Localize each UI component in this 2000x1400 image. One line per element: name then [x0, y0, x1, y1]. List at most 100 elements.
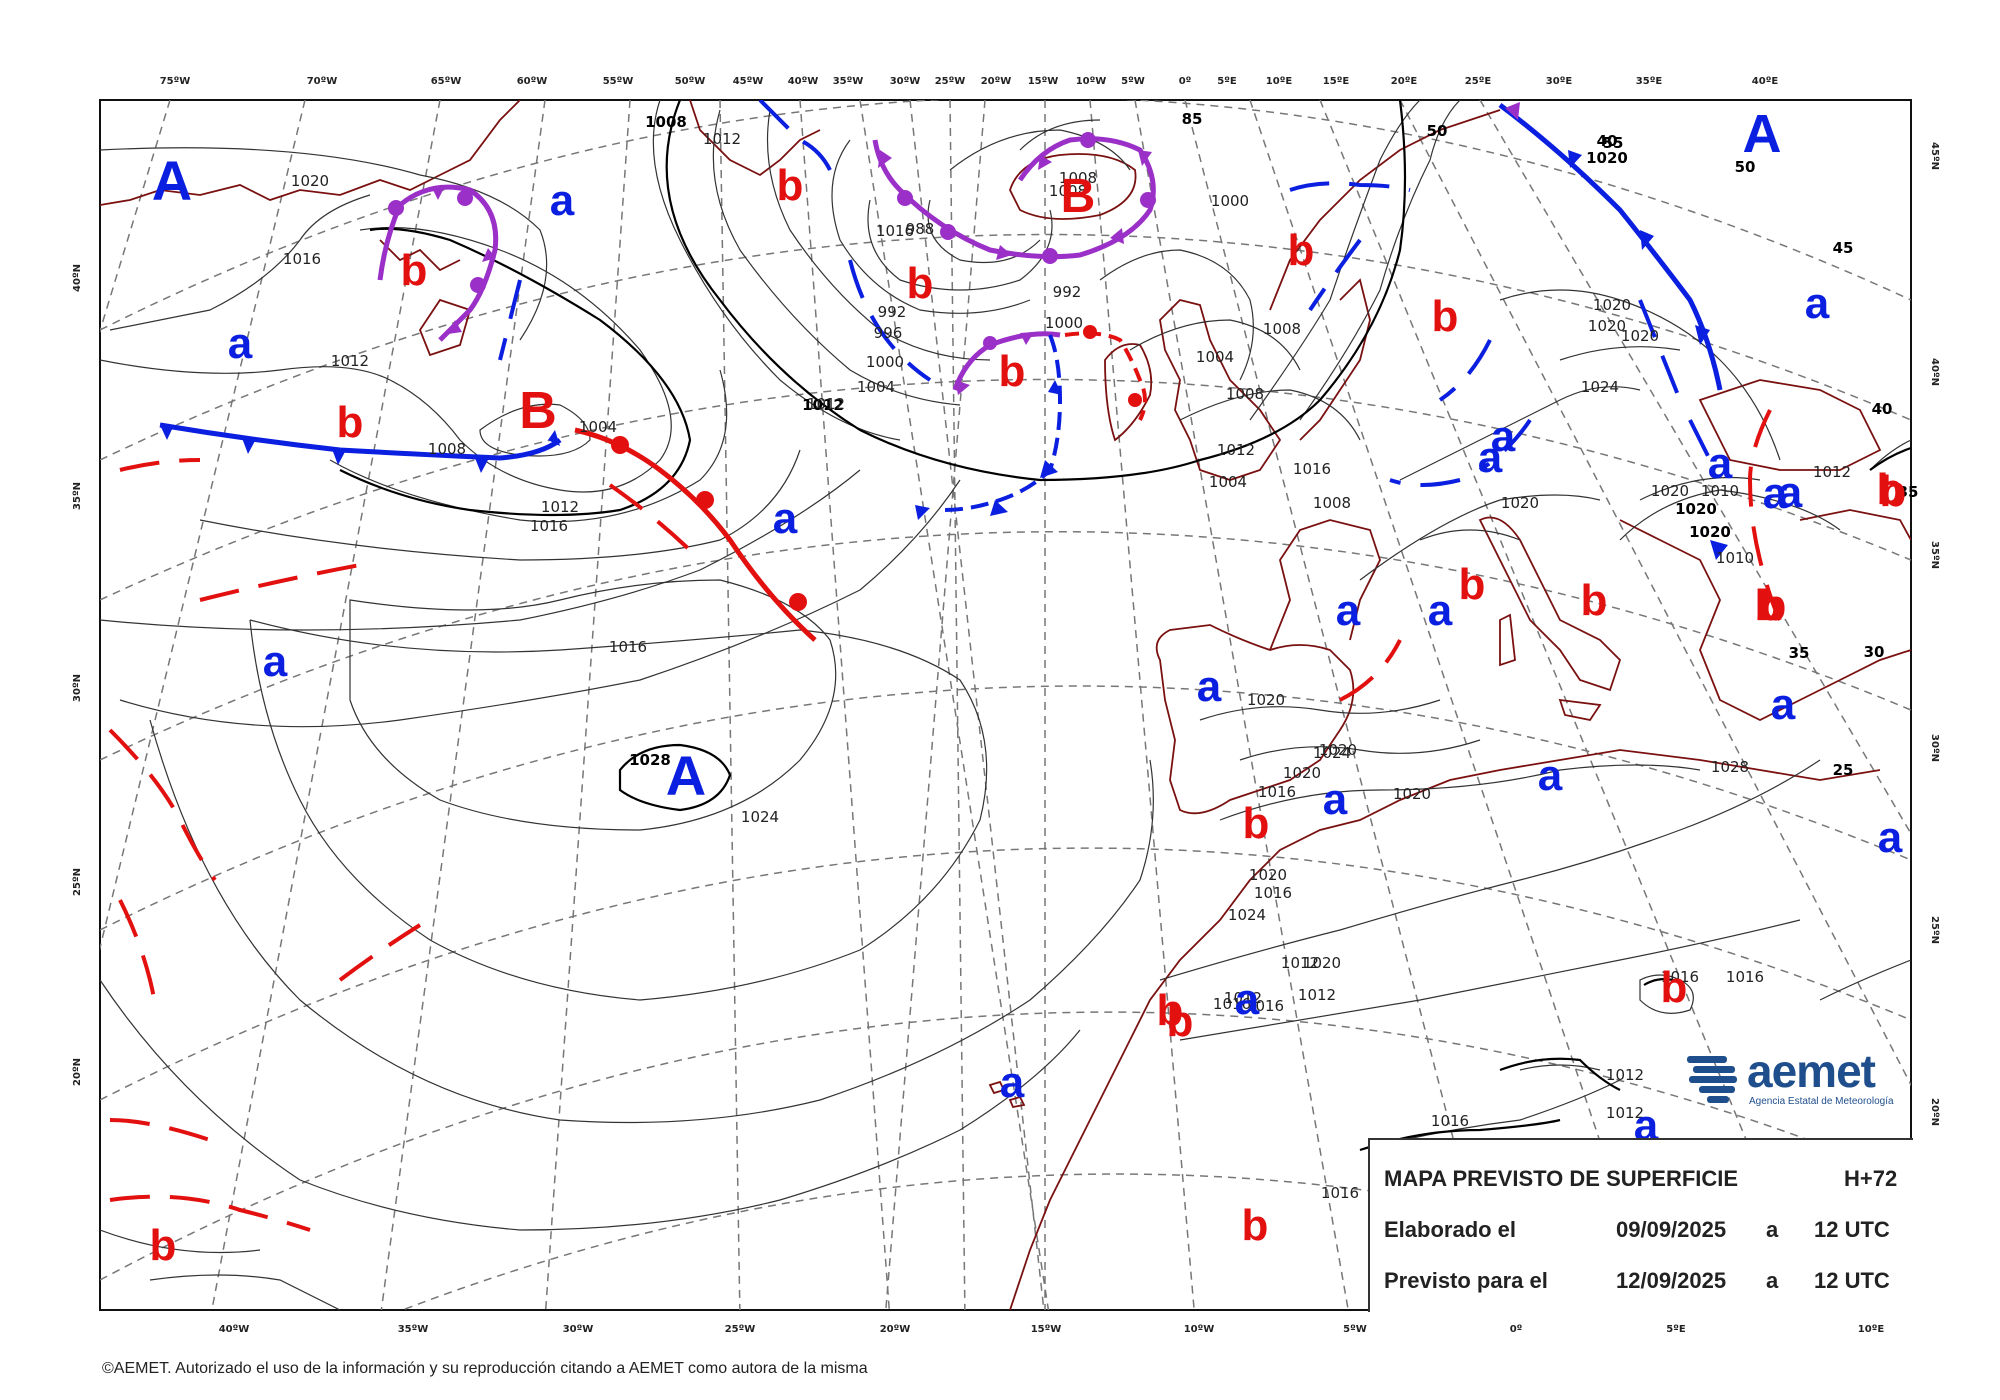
latitude-ticks-left: 40ºN 35ºN 30ºN 25ºN 20ºN: [72, 264, 83, 1086]
longitude-tick-bottom: 35ºW: [398, 1324, 429, 1335]
isobar-label: 1016: [609, 638, 647, 656]
longitude-tick-top: 30ºE: [1546, 76, 1573, 87]
trough-letter-b: b: [1167, 997, 1194, 1046]
longitude-tick-bottom: 20ºW: [880, 1324, 911, 1335]
graticule-value-label: 55: [1603, 134, 1624, 152]
ridge-letter-a: a: [1805, 279, 1830, 328]
coast-france: [1269, 519, 1381, 651]
coastlines: [100, 100, 1911, 1310]
isobar-label: 1024: [1581, 378, 1619, 396]
map-frame: [99, 99, 1912, 1311]
isobar-label: 1016: [1254, 884, 1292, 902]
longitude-ticks-bottom: 40ºW 35ºW 30ºW 25ºW 20ºW 15ºW 10ºW 5ºW 0º 5ºE 10ºE: [219, 1324, 1885, 1335]
logo-wordmark: aemet: [1747, 1045, 1876, 1097]
isobar-label: 1000: [866, 353, 904, 371]
ridge-letter-a: a: [1763, 469, 1788, 518]
coast-labrador: [379, 239, 461, 272]
isobar-label: 1008: [1263, 320, 1301, 338]
coast-turkey: [1799, 509, 1911, 541]
isobar-label: 1020: [1593, 296, 1631, 314]
trough-letter-b: b: [1243, 799, 1270, 848]
isobar-labels: 1020101610121008101210041000100810121016…: [283, 113, 1851, 1202]
isobar-label: 1020: [1247, 691, 1285, 709]
longitude-tick-top: 65ºW: [431, 76, 462, 87]
aemet-logo: aemet Agencia Estatal de Meteorología: [1685, 1045, 1910, 1116]
ridge-letter-a: a: [1708, 439, 1733, 488]
isobar-label: 1020: [1689, 523, 1731, 541]
isobar-label: 1020: [1249, 866, 1287, 884]
isobar-label: 1020: [1675, 500, 1717, 518]
cold-front-west: [159, 422, 562, 473]
coast-ireland: [1104, 343, 1153, 442]
latitude-tick-right: 35ºN: [1929, 541, 1940, 569]
longitude-tick-top: 40ºW: [788, 76, 819, 87]
latitude-tick-left: 20ºN: [72, 1058, 83, 1086]
longitude-tick-top: 15ºW: [1028, 76, 1059, 87]
isobar-label: 1024: [741, 808, 779, 826]
longitude-tick-top: 35ºE: [1636, 76, 1663, 87]
latitude-ticks-right: 45ºN 40ºN 35ºN 30ºN 25ºN 20ºN: [1929, 142, 1940, 1126]
longitude-tick-bottom: 5ºW: [1343, 1324, 1367, 1335]
isobar-label: 1010: [1716, 549, 1754, 567]
isobar-label: 1016: [1213, 995, 1251, 1013]
longitude-ticks-top: 75ºW 70ºW 65ºW 60ºW 55ºW 50ºW 45ºW 40ºW 35ºW 30ºW…: [160, 76, 1779, 87]
valid-a: a: [1766, 1268, 1779, 1293]
graticule-value-label: 35: [1789, 644, 1810, 662]
isobar-label: 1004: [857, 378, 895, 396]
ridge-letter-a: a: [1771, 680, 1796, 729]
isobar-label: 1020: [1621, 327, 1659, 345]
coast-iberia: [1155, 624, 1355, 815]
isobar-label: 1008: [1059, 169, 1097, 187]
isobar-label: 1008: [428, 440, 466, 458]
longitude-tick-top: 45ºW: [733, 76, 764, 87]
ridge-letter-a: a: [1478, 433, 1503, 482]
isobar-label: 1016: [1431, 1112, 1469, 1130]
isobar-label: 1020: [1303, 954, 1341, 972]
ridge-letter-a: a: [1878, 813, 1903, 862]
trough-letter-b: b: [1755, 581, 1782, 630]
isobar-label: 1016: [1293, 460, 1331, 478]
longitude-tick-top: 75ºW: [160, 76, 191, 87]
warm-front-west: [574, 427, 817, 642]
isobar-label: 1016: [1321, 1184, 1359, 1202]
high-pressure-center: A: [666, 744, 706, 807]
latitude-tick-left: 25ºN: [72, 868, 83, 896]
isobar-label: 1000: [1045, 314, 1083, 332]
ridge-letter-a: a: [1778, 468, 1803, 517]
made-label: Elaborado el: [1384, 1217, 1517, 1242]
isobar-label: 996: [874, 324, 903, 342]
latitude-tick-right: 40ºN: [1929, 358, 1940, 386]
isobar-label: 1010: [1701, 482, 1739, 500]
isobar-label: 1004: [579, 418, 617, 436]
isobar-label: 1008: [645, 113, 687, 131]
trough-letter-b: b: [1877, 465, 1904, 514]
trough-lines-red: [108, 409, 1782, 1232]
longitude-tick-top: 40ºE: [1752, 76, 1779, 87]
isobar-label: 1008: [1226, 385, 1264, 403]
longitude-tick-bottom: 10ºE: [1858, 1324, 1885, 1335]
low-pressure-center: B: [1061, 170, 1096, 223]
longitude-tick-bottom: 25ºW: [725, 1324, 756, 1335]
isobar-label: 1004: [1196, 348, 1234, 366]
map-info-box: MAPA PREVISTO DE SUPERFICIE H+72 Elabora…: [1368, 1138, 1913, 1312]
longitude-tick-top: 70ºW: [307, 76, 338, 87]
coast-black-sea: [1698, 379, 1882, 471]
coast-balkans: [1619, 519, 1911, 722]
trough-letter-b: b: [1288, 226, 1315, 275]
longitude-tick-top: 30ºW: [890, 76, 921, 87]
isobar-label: 1012: [802, 396, 844, 414]
ridge-letter-a: a: [1323, 775, 1348, 824]
isobar-label: 1012: [1298, 986, 1336, 1004]
isobar-label: 1016: [1246, 997, 1284, 1015]
ridge-letter-a: a: [1197, 662, 1222, 711]
cold-front-east: [1498, 102, 1728, 560]
isobar-label: 1016: [1726, 968, 1764, 986]
longitude-tick-top: 55ºW: [603, 76, 634, 87]
trough-lines-blue: [498, 100, 1712, 487]
latitude-tick-right: 45ºN: [1929, 142, 1940, 170]
trough-letter-b: b: [907, 259, 934, 308]
longitude-tick-top: 35ºW: [833, 76, 864, 87]
isobar-label: 1020: [1393, 785, 1431, 803]
isobar-label: 1012: [1217, 441, 1255, 459]
